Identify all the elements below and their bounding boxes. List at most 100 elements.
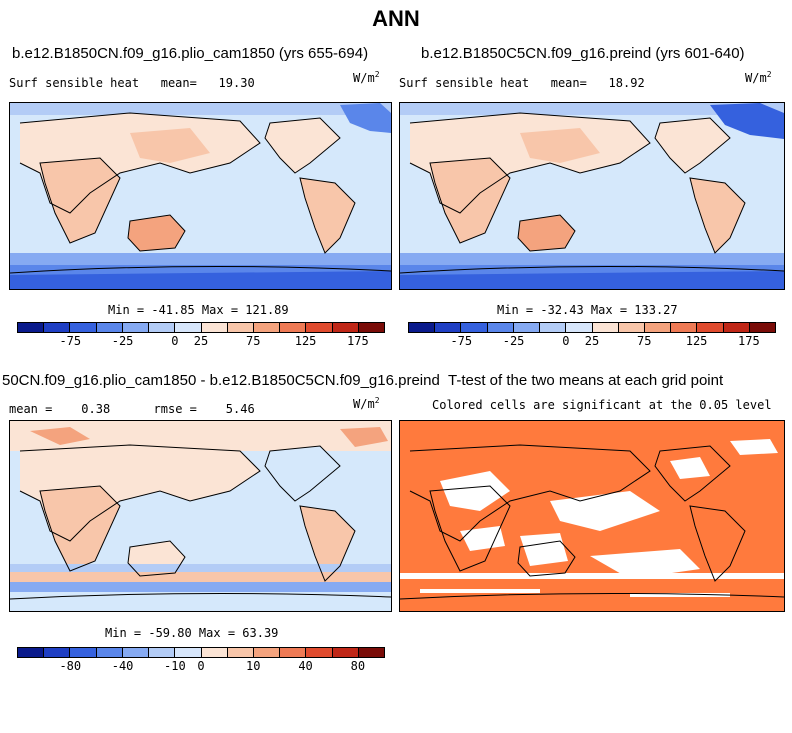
panel-3-mean: 0.38 — [81, 402, 111, 416]
cb1-swatch — [253, 323, 281, 332]
cb2-swatch — [749, 323, 776, 332]
colorbar-tick-label: 25 — [584, 334, 600, 348]
panel-3-map-svg — [10, 421, 391, 611]
cb3-swatch — [280, 648, 307, 657]
cb1-swatch — [227, 323, 254, 332]
panel-1-mean: 19.30 — [218, 76, 255, 90]
colorbar-tick-label: 175 — [738, 334, 760, 348]
cb2-swatch — [487, 323, 514, 332]
panel-3-units-exp: 2 — [374, 396, 380, 405]
cb1-swatch — [358, 323, 385, 332]
cb2-swatch — [566, 323, 593, 332]
cb3-swatch — [122, 648, 150, 657]
panel-3-units: W/m2 — [353, 396, 380, 411]
panel-2-map — [399, 102, 785, 290]
cb1-swatch — [201, 323, 228, 332]
cb3-swatch — [358, 648, 385, 657]
cb3-swatch — [18, 648, 45, 657]
panel-2-variable: Surf sensible heat mean= 18.92 — [399, 76, 645, 90]
figure-title: ANN — [372, 6, 420, 31]
colorbar-tick-label: 80 — [350, 659, 366, 673]
cb1-swatch — [70, 323, 97, 332]
cb3-swatch — [201, 648, 228, 657]
panel-2-units: W/m2 — [745, 70, 772, 85]
cb1-swatch — [306, 323, 333, 332]
panel-2-units-exp: 2 — [766, 70, 772, 79]
colorbar-tick-label: 40 — [298, 659, 313, 673]
cb1-swatch — [175, 323, 202, 332]
cb3-swatch — [70, 648, 97, 657]
panel-3-mean-label: mean = — [9, 402, 53, 416]
panel-3-map — [9, 420, 392, 612]
cb3-swatch — [44, 648, 71, 657]
colorbar-tick-label: 10 — [246, 659, 261, 673]
cb2-swatch — [461, 323, 488, 332]
colorbar-tick-label: 175 — [347, 334, 369, 348]
cb1-swatch — [44, 323, 71, 332]
colorbar-panel-2 — [408, 322, 776, 333]
panel-2-map-svg — [400, 103, 784, 289]
cb2-swatch — [644, 323, 672, 332]
cb3-swatch — [306, 648, 333, 657]
colorbar-tick-label: -40 — [111, 659, 134, 673]
colorbar-tick-label: 0 — [197, 659, 205, 673]
cb1-swatch — [149, 323, 176, 332]
panel-1-minmax: Min = -41.85 Max = 121.89 — [108, 303, 289, 317]
cb2-swatch — [723, 323, 750, 332]
cb3-swatch — [332, 648, 359, 657]
colorbar-tick-label: 75 — [637, 334, 652, 348]
colorbar-tick-label: -75 — [450, 334, 473, 348]
panel-3-rmse-label: rmse = — [153, 402, 197, 416]
cb2-swatch — [435, 323, 462, 332]
cb2-swatch — [409, 323, 436, 332]
panel-3-rmse: 5.46 — [225, 402, 255, 416]
cb1-swatch — [122, 323, 150, 332]
panel-2-mean: 18.92 — [608, 76, 645, 90]
colorbar-tick-label: 0 — [562, 334, 570, 348]
panel-1-variable: Surf sensible heat mean= 19.30 — [9, 76, 255, 90]
colorbar-tick-label: 25 — [193, 334, 209, 348]
panel-3-title: 50CN.f09_g16.plio_cam1850 - b.e12.B1850C… — [2, 372, 440, 389]
cb3-swatch — [227, 648, 254, 657]
cb1-swatch — [18, 323, 45, 332]
panel-1-units-base: W/m — [353, 71, 375, 85]
panel-1-mean-label: mean= — [160, 76, 197, 90]
cb1-swatch — [332, 323, 359, 332]
colorbar-tick-label: -25 — [111, 334, 134, 348]
cb3-swatch — [175, 648, 202, 657]
colorbar-tick-label: 75 — [246, 334, 261, 348]
cb2-swatch — [697, 323, 724, 332]
panel-1-map — [9, 102, 392, 290]
cb2-swatch — [513, 323, 541, 332]
panel-2-minmax: Min = -32.43 Max = 133.27 — [497, 303, 678, 317]
panel-2-title: b.e12.B1850C5CN.f09_g16.preind (yrs 601-… — [421, 45, 745, 62]
colorbar-tick-label: 125 — [294, 334, 317, 348]
colorbar-panel-1 — [17, 322, 385, 333]
colorbar-panel-3 — [17, 647, 385, 658]
cb3-swatch — [96, 648, 123, 657]
cb1-swatch — [96, 323, 123, 332]
panel-3-units-base: W/m — [353, 397, 375, 411]
panel-2-units-base: W/m — [745, 71, 767, 85]
panel-3-stats: mean = 0.38 rmse = 5.46 — [9, 402, 255, 416]
cb2-swatch — [618, 323, 645, 332]
panel-4-map-svg — [400, 421, 784, 611]
colorbar-tick-label: 125 — [685, 334, 708, 348]
panel-4-title: T-test of the two means at each grid poi… — [448, 372, 724, 389]
panel-2-mean-label: mean= — [550, 76, 587, 90]
colorbar-tick-label: -75 — [59, 334, 82, 348]
colorbar-tick-label: -80 — [59, 659, 82, 673]
panel-1-units: W/m2 — [353, 70, 380, 85]
panel-4-subtitle: Colored cells are significant at the 0.0… — [432, 398, 772, 412]
cb1-swatch — [280, 323, 307, 332]
colorbar-tick-label: -25 — [502, 334, 525, 348]
panel-1-map-svg — [10, 103, 391, 289]
panel-2-variable-name: Surf sensible heat — [399, 76, 530, 90]
cb2-swatch — [540, 323, 567, 332]
panel-1-variable-name: Surf sensible heat — [9, 76, 140, 90]
cb2-swatch — [671, 323, 698, 332]
panel-1-units-exp: 2 — [374, 70, 380, 79]
cb3-swatch — [149, 648, 176, 657]
cb3-swatch — [253, 648, 281, 657]
panel-4-map — [399, 420, 785, 612]
